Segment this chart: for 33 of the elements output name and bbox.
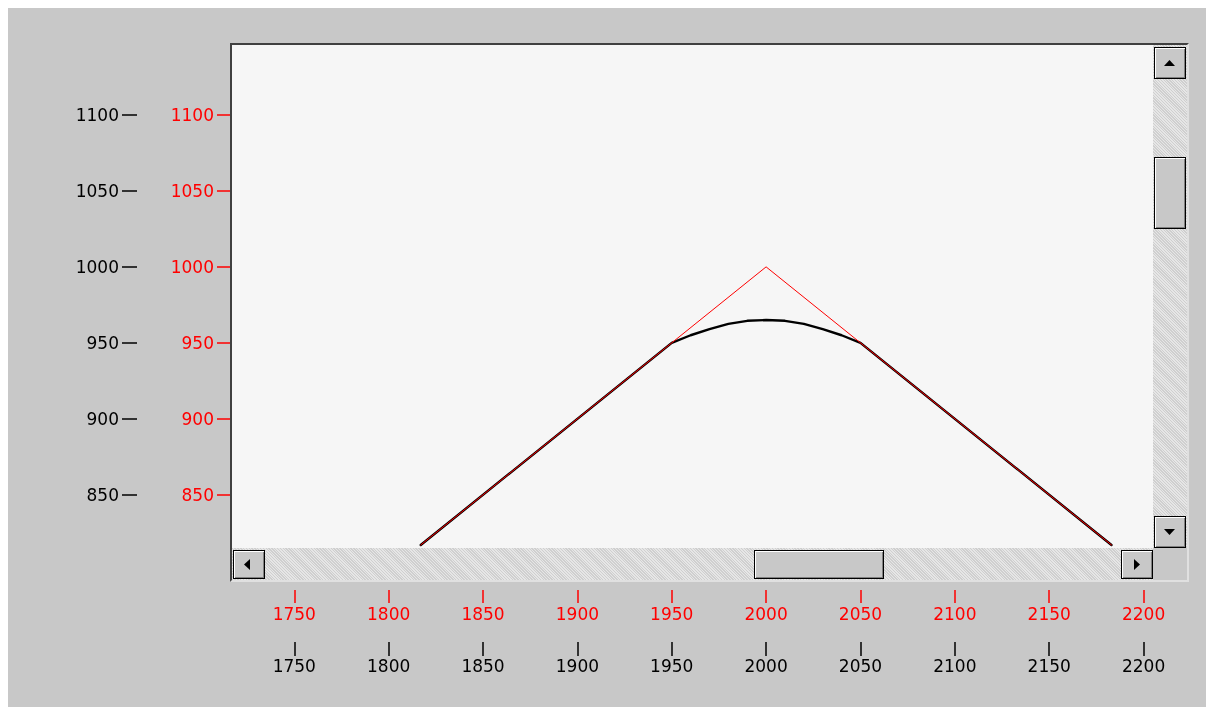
x-tick-label: 1850 [461, 603, 505, 624]
x2-tick-label: 2000 [744, 655, 788, 676]
x-tick-label: 1800 [367, 603, 411, 624]
x-tick-label: 1950 [650, 603, 694, 624]
y-tick-label: 850 [86, 484, 119, 505]
x2-tick-label: 2100 [933, 655, 977, 676]
x2-tick-label: 1800 [367, 655, 411, 676]
x2-tick-label: 1950 [650, 655, 694, 676]
x-tick-label: 2100 [933, 603, 977, 624]
y2-tick-label: 900 [181, 408, 214, 429]
x2-tick-label: 1750 [272, 655, 316, 676]
y2-tick-label: 1000 [170, 256, 214, 277]
x2-tick-label: 1900 [555, 655, 600, 676]
y-tick-label: 1100 [75, 104, 119, 125]
y2-tick-label: 850 [181, 484, 214, 505]
x-tick-label: 2050 [838, 603, 883, 624]
x2-tick-label: 2050 [838, 655, 883, 676]
y-tick-label: 900 [86, 408, 119, 429]
line-series [419, 318, 1113, 547]
x2-tick-label: 1850 [461, 655, 505, 676]
y-tick-label: 950 [86, 332, 119, 353]
x-tick-label: 2150 [1027, 603, 1071, 624]
x2-tick-label: 2150 [1027, 655, 1071, 676]
y-tick-label: 1050 [75, 180, 119, 201]
y-tick-label: 1000 [75, 256, 119, 277]
x-tick-label: 2000 [744, 603, 788, 624]
y2-tick-label: 1050 [170, 180, 214, 201]
x2-tick-label: 2200 [1121, 655, 1166, 676]
x-tick-label: 2200 [1121, 603, 1166, 624]
x-tick-label: 1900 [555, 603, 600, 624]
x-tick-label: 1750 [272, 603, 316, 624]
y2-tick-label: 950 [181, 332, 214, 353]
y2-tick-label: 1100 [170, 104, 214, 125]
